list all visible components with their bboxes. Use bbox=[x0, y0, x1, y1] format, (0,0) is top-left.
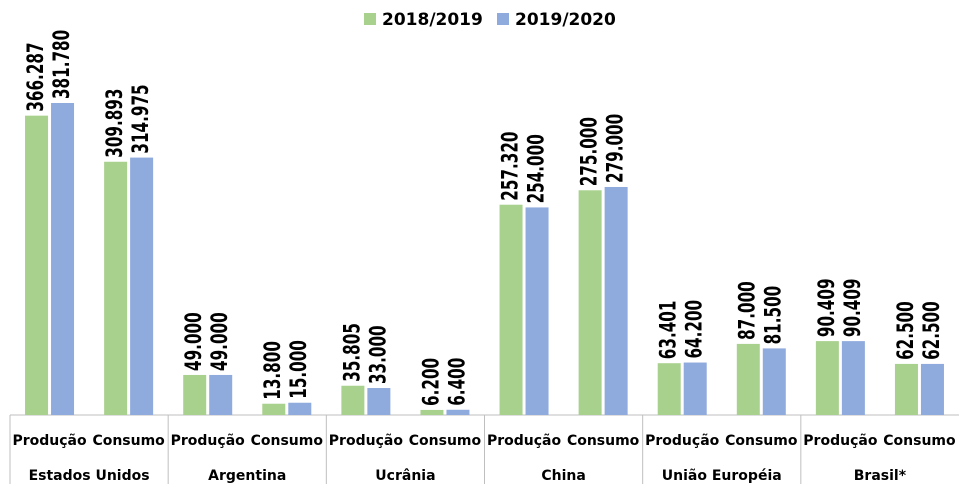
bar bbox=[894, 363, 918, 415]
data-label: 87.000 bbox=[736, 281, 760, 340]
bar bbox=[920, 363, 944, 415]
bar bbox=[51, 103, 75, 415]
bar bbox=[183, 374, 207, 415]
data-label: 81.500 bbox=[762, 286, 786, 345]
data-label: 257.320 bbox=[499, 132, 523, 201]
data-label: 49.000 bbox=[209, 312, 233, 371]
data-label: 64.200 bbox=[683, 300, 707, 359]
bar bbox=[762, 348, 786, 415]
legend-label: 2018/2019 bbox=[382, 10, 483, 30]
x-tick-label: Produção bbox=[487, 433, 562, 449]
legend-label: 2019/2020 bbox=[515, 10, 616, 30]
legend-swatch bbox=[364, 13, 376, 25]
data-label: 275.000 bbox=[578, 117, 602, 186]
legend-swatch bbox=[497, 13, 509, 25]
bar bbox=[841, 341, 865, 415]
bar bbox=[25, 115, 49, 416]
data-label: 13.800 bbox=[262, 341, 286, 400]
bar bbox=[736, 343, 760, 415]
data-label: 15.000 bbox=[288, 340, 312, 399]
x-tick-label: Produção bbox=[645, 433, 720, 449]
group-label: Ucrânia bbox=[375, 468, 435, 484]
x-tick-label: Consumo bbox=[92, 433, 165, 449]
x-tick-label: Consumo bbox=[409, 433, 482, 449]
bar bbox=[657, 363, 681, 415]
data-label: 62.500 bbox=[920, 301, 944, 360]
x-tick-label: Produção bbox=[12, 433, 87, 449]
group-label: União Européia bbox=[662, 468, 782, 484]
data-label: 6.400 bbox=[446, 358, 470, 406]
bar bbox=[262, 403, 286, 415]
bar bbox=[104, 161, 128, 415]
data-label: 49.000 bbox=[183, 312, 207, 371]
bar bbox=[604, 186, 628, 415]
bar bbox=[815, 341, 839, 415]
data-label: 314.975 bbox=[129, 84, 153, 153]
data-label: 63.401 bbox=[657, 301, 681, 360]
x-tick-label: Produção bbox=[171, 433, 246, 449]
data-label: 90.409 bbox=[841, 278, 865, 337]
bar bbox=[499, 204, 523, 415]
bar bbox=[341, 385, 365, 415]
bar bbox=[288, 402, 312, 415]
group-label: Argentina bbox=[208, 468, 286, 484]
bar bbox=[130, 157, 154, 416]
bar bbox=[367, 388, 391, 415]
x-tick-label: Consumo bbox=[567, 433, 640, 449]
bar bbox=[420, 409, 444, 415]
bar bbox=[578, 190, 602, 415]
data-label: 366.287 bbox=[24, 42, 48, 111]
x-tick-label: Produção bbox=[803, 433, 878, 449]
x-tick-label: Consumo bbox=[725, 433, 798, 449]
group-label: Brasil* bbox=[854, 468, 907, 484]
data-label: 309.893 bbox=[103, 89, 127, 158]
x-tick-label: Consumo bbox=[251, 433, 324, 449]
group-label: China bbox=[541, 468, 585, 484]
x-tick-label: Consumo bbox=[883, 433, 956, 449]
data-label: 254.000 bbox=[525, 134, 549, 203]
x-tick-label: Produção bbox=[329, 433, 404, 449]
data-label: 279.000 bbox=[604, 114, 628, 183]
data-label: 6.200 bbox=[420, 358, 444, 406]
data-label: 35.805 bbox=[341, 323, 365, 382]
data-label: 33.000 bbox=[367, 325, 391, 384]
data-label: 90.409 bbox=[815, 278, 839, 337]
bar bbox=[446, 409, 470, 415]
bar bbox=[525, 207, 549, 415]
data-label: 62.500 bbox=[894, 301, 918, 360]
group-label: Estados Unidos bbox=[29, 468, 150, 484]
bar bbox=[209, 374, 233, 415]
data-label: 381.780 bbox=[50, 30, 74, 99]
bar bbox=[683, 362, 707, 415]
